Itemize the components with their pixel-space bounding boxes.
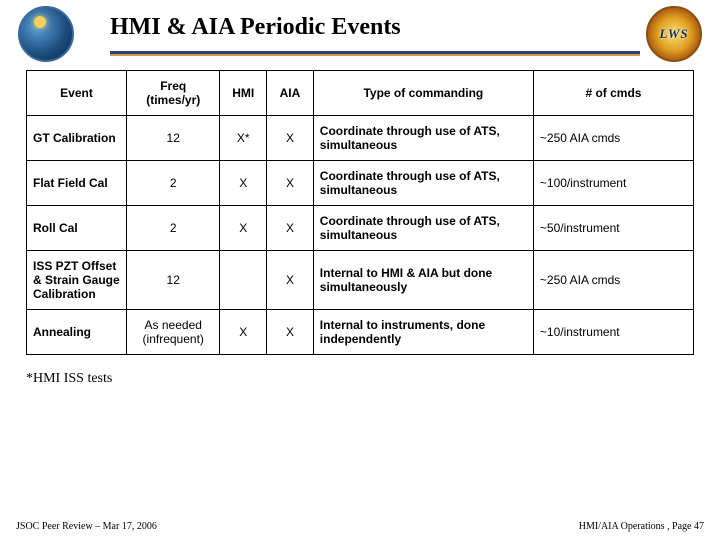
cell-type: Coordinate through use of ATS, simultane… xyxy=(313,161,533,206)
cell-hmi: X xyxy=(220,310,267,355)
cell-type: Coordinate through use of ATS, simultane… xyxy=(313,116,533,161)
cell-freq: As needed (infrequent) xyxy=(127,310,220,355)
footnote: *HMI ISS tests xyxy=(0,355,720,387)
table-row: Annealing As needed (infrequent) X X Int… xyxy=(27,310,694,355)
table-row: Flat Field Cal 2 X X Coordinate through … xyxy=(27,161,694,206)
table-row: GT Calibration 12 X* X Coordinate throug… xyxy=(27,116,694,161)
cell-type: Internal to instruments, done independen… xyxy=(313,310,533,355)
table-row: Roll Cal 2 X X Coordinate through use of… xyxy=(27,206,694,251)
cell-event: GT Calibration xyxy=(27,116,127,161)
cell-type: Internal to HMI & AIA but done simultane… xyxy=(313,251,533,310)
cell-event: ISS PZT Offset & Strain Gauge Calibratio… xyxy=(27,251,127,310)
cell-aia: X xyxy=(267,116,314,161)
col-type: Type of commanding xyxy=(313,71,533,116)
cell-aia: X xyxy=(267,161,314,206)
table-header-row: Event Freq (times/yr) HMI AIA Type of co… xyxy=(27,71,694,116)
slide-header: HMI & AIA Periodic Events xyxy=(0,0,720,47)
page-title: HMI & AIA Periodic Events xyxy=(110,14,700,41)
cell-event: Flat Field Cal xyxy=(27,161,127,206)
footer-left: JSOC Peer Review – Mar 17, 2006 xyxy=(16,521,157,532)
periodic-events-table: Event Freq (times/yr) HMI AIA Type of co… xyxy=(26,70,694,355)
cell-freq: 12 xyxy=(127,116,220,161)
cell-cmds: ~50/instrument xyxy=(533,206,693,251)
slide-footer: JSOC Peer Review – Mar 17, 2006 HMI/AIA … xyxy=(0,521,720,532)
cell-hmi: X xyxy=(220,161,267,206)
cell-freq: 2 xyxy=(127,161,220,206)
col-freq: Freq (times/yr) xyxy=(127,71,220,116)
col-event: Event xyxy=(27,71,127,116)
cell-cmds: ~250 AIA cmds xyxy=(533,116,693,161)
table-row: ISS PZT Offset & Strain Gauge Calibratio… xyxy=(27,251,694,310)
cell-cmds: ~250 AIA cmds xyxy=(533,251,693,310)
col-aia: AIA xyxy=(267,71,314,116)
col-hmi: HMI xyxy=(220,71,267,116)
cell-type: Coordinate through use of ATS, simultane… xyxy=(313,206,533,251)
cell-aia: X xyxy=(267,251,314,310)
cell-aia: X xyxy=(267,310,314,355)
cell-freq: 2 xyxy=(127,206,220,251)
col-cmds: # of cmds xyxy=(533,71,693,116)
cell-hmi: X* xyxy=(220,116,267,161)
cell-event: Roll Cal xyxy=(27,206,127,251)
cell-cmds: ~100/instrument xyxy=(533,161,693,206)
footer-right: HMI/AIA Operations , Page 47 xyxy=(579,521,704,532)
cell-aia: X xyxy=(267,206,314,251)
cell-hmi: X xyxy=(220,206,267,251)
events-table-container: Event Freq (times/yr) HMI AIA Type of co… xyxy=(0,56,720,355)
cell-hmi xyxy=(220,251,267,310)
cell-event: Annealing xyxy=(27,310,127,355)
cell-freq: 12 xyxy=(127,251,220,310)
cell-cmds: ~10/instrument xyxy=(533,310,693,355)
